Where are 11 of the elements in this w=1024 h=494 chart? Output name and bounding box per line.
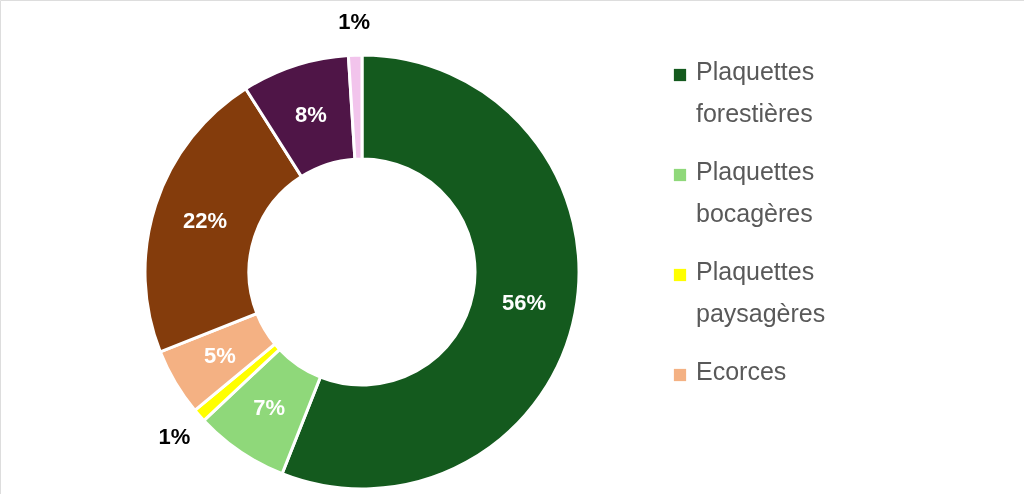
data-label: 56% bbox=[502, 289, 547, 315]
data-label: 1% bbox=[158, 424, 191, 450]
data-label: 1% bbox=[338, 9, 371, 35]
data-label: 8% bbox=[295, 102, 327, 128]
legend-label: Plaquettes forestières bbox=[696, 57, 815, 127]
legend-label: Plaquettes bocagères bbox=[696, 157, 815, 227]
data-label: 7% bbox=[253, 395, 286, 421]
data-label: 22% bbox=[183, 208, 228, 234]
legend-label: Ecorces bbox=[696, 357, 787, 385]
legend-label: Plaquettes paysagères bbox=[696, 257, 826, 327]
data-label: 5% bbox=[204, 342, 236, 368]
